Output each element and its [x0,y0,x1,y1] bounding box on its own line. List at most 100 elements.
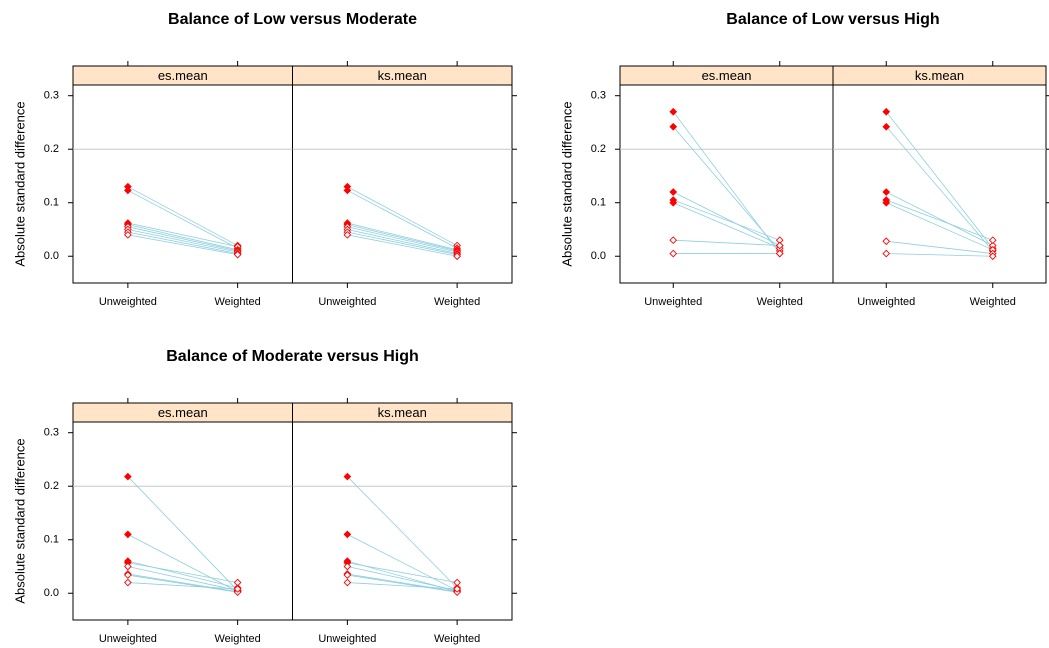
y-axis-label: Absolute standard difference [559,101,574,266]
panel-border [72,421,293,621]
point [233,585,242,593]
point [988,236,997,245]
point [882,188,891,196]
y-tick-label: 0.1 [44,197,59,209]
point [124,472,132,481]
series-line [673,202,780,249]
point [882,198,891,207]
series-line [127,234,238,256]
y-tick-label: 0.3 [591,90,606,102]
point [669,198,678,207]
x-tick-label: Unweighted [644,296,702,308]
point [233,250,242,259]
point [343,231,352,239]
series-line [127,574,238,593]
point [882,249,891,258]
panel-border [292,84,513,284]
strip-label: es.mean [702,68,752,83]
series-line [886,191,993,246]
series-line [127,566,238,591]
strip-label: ks.mean [378,405,427,420]
point [124,186,132,195]
y-tick-label: 0.0 [591,250,606,262]
point [124,231,132,239]
y-tick-label: 0.2 [591,143,606,155]
x-tick-label: Unweighted [99,296,157,308]
series-line [673,199,780,241]
point [453,578,461,587]
point [343,472,352,481]
chart-title: Balance of Moderate versus High [166,348,419,365]
x-tick-label: Weighted [970,296,1016,308]
series-line [347,574,458,593]
point [882,122,891,131]
point [343,530,352,539]
series-line [127,534,238,592]
point [669,236,678,245]
series-line [347,573,458,593]
series-line [127,190,238,249]
series-line [347,190,458,249]
strip-label: es.mean [158,68,208,83]
series-line [347,476,458,589]
strip-label: ks.mean [378,68,427,83]
series-line [347,222,458,251]
series-line [347,229,458,254]
strip-label: es.mean [158,405,208,420]
series-line [673,239,780,246]
x-tick-label: Unweighted [99,633,157,645]
series-line [673,191,780,246]
x-tick-label: Weighted [757,296,803,308]
point [343,571,352,579]
series-line [127,573,238,593]
point [343,562,352,571]
point [343,578,352,587]
series-line [127,222,238,248]
x-tick-label: Unweighted [318,296,376,308]
point [124,571,132,579]
series-line [347,224,458,252]
y-tick-label: 0.2 [44,143,59,155]
point [669,249,678,258]
point [453,252,461,261]
point [453,585,461,593]
series-line [127,560,238,589]
chart-title: Balance of Low versus High [726,11,939,28]
strip-label: ks.mean [915,68,964,83]
x-tick-label: Weighted [434,296,480,308]
y-tick-label: 0.1 [591,197,606,209]
series-line [347,566,458,591]
point [233,578,242,587]
point [775,249,784,258]
point [124,562,132,571]
x-tick-label: Weighted [434,633,480,645]
point [669,107,678,116]
series-line [886,202,993,251]
series-line [347,231,458,256]
series-line [347,562,458,583]
point [343,186,352,195]
point [775,241,784,250]
point [124,578,132,587]
series-line [672,126,781,252]
x-tick-label: Unweighted [857,296,915,308]
series-line [127,231,238,254]
series-line [347,186,458,246]
series-line [347,534,458,591]
y-tick-label: 0.1 [44,534,59,546]
point [669,122,678,131]
series-line [886,253,993,257]
series-line [886,240,993,254]
series-line [886,199,993,241]
y-tick-label: 0.3 [44,427,59,439]
x-tick-label: Unweighted [318,633,376,645]
series-line [127,562,238,583]
point [124,530,132,539]
point [882,237,891,246]
series-line [127,229,238,253]
series-line [127,582,238,590]
series-line [127,186,238,246]
panel-border [832,84,1047,284]
